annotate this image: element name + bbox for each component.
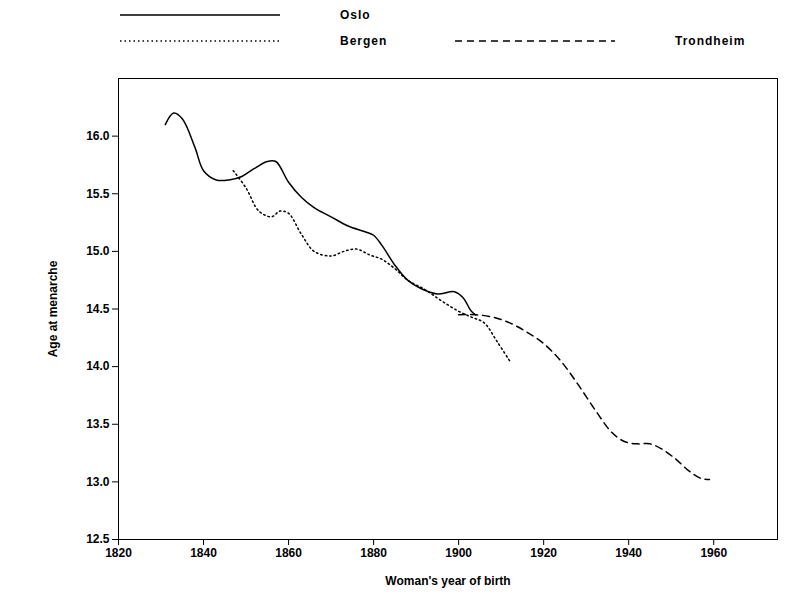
svg-text:15.0: 15.0 (86, 244, 110, 258)
svg-text:14.5: 14.5 (86, 302, 110, 316)
html-text:Bergen: Bergen (340, 34, 388, 48)
html-text:Oslo: Oslo (340, 8, 371, 22)
svg-text:15.5: 15.5 (86, 187, 110, 201)
svg-text:16.0: 16.0 (86, 129, 110, 143)
svg-text:1940: 1940 (615, 546, 642, 560)
svg-text:1840: 1840 (190, 546, 217, 560)
svg-text:1900: 1900 (445, 546, 472, 560)
svg-text:14.0: 14.0 (86, 359, 110, 373)
svg-text:Age at menarche: Age at menarche (46, 260, 60, 357)
svg-text:1960: 1960 (700, 546, 727, 560)
svg-text:13.0: 13.0 (86, 475, 110, 489)
html-text:Trondheim: Trondheim (675, 34, 746, 48)
svg-text:Woman's year of birth: Woman's year of birth (385, 574, 510, 588)
svg-text:13.5: 13.5 (86, 417, 110, 431)
svg-text:12.5: 12.5 (86, 532, 110, 546)
svg-text:1880: 1880 (360, 546, 387, 560)
svg-text:1920: 1920 (530, 546, 557, 560)
svg-text:1820: 1820 (105, 546, 132, 560)
svg-text:1860: 1860 (275, 546, 302, 560)
